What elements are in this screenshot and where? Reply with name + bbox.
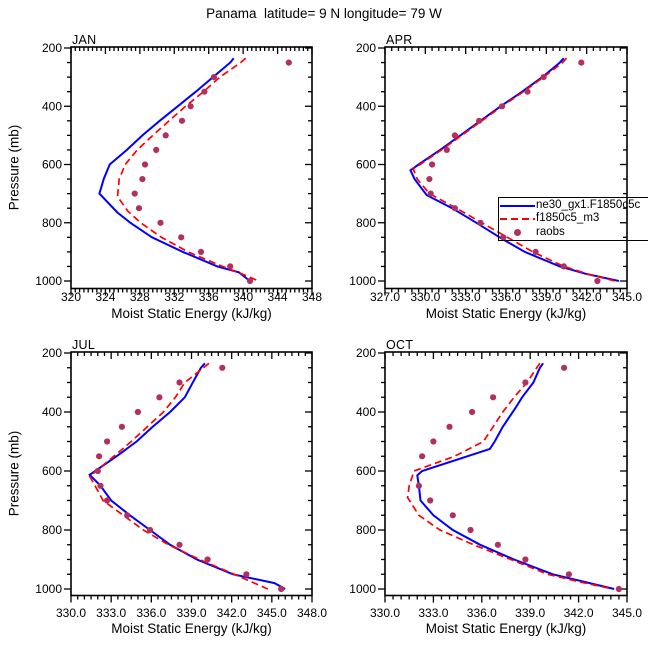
x-axis-title-jan: Moist Static Energy (kJ/kg) — [111, 306, 272, 321]
legend-item: f1850c5_m3 — [499, 212, 648, 225]
svg-text:339.0: 339.0 — [176, 606, 206, 620]
blue-line-swatch — [499, 204, 536, 207]
svg-text:345.0: 345.0 — [612, 606, 642, 620]
svg-text:336.0: 336.0 — [136, 606, 166, 620]
svg-text:400: 400 — [356, 99, 376, 113]
x-axis-title-jul: Moist Static Energy (kJ/kg) — [111, 621, 272, 636]
y-axis-title-bottom-row: Pressure (mb) — [6, 430, 22, 517]
svg-text:348.0: 348.0 — [297, 606, 327, 620]
svg-text:400: 400 — [42, 405, 62, 419]
svg-text:336.0: 336.0 — [491, 290, 521, 304]
svg-text:342.0: 342.0 — [572, 290, 602, 304]
svg-text:600: 600 — [356, 158, 376, 172]
panel-label-oct: OCT — [386, 338, 414, 352]
svg-text:333.0: 333.0 — [96, 606, 126, 620]
legend-label: f1850c5_m3 — [536, 212, 600, 225]
panel-label-jul: JUL — [72, 338, 96, 352]
svg-text:800: 800 — [356, 216, 376, 230]
svg-text:1000: 1000 — [35, 274, 62, 288]
svg-text:332: 332 — [164, 290, 184, 304]
legend-item: raobs — [499, 226, 648, 239]
svg-text:336.0: 336.0 — [467, 606, 497, 620]
svg-text:1000: 1000 — [349, 274, 376, 288]
svg-text:400: 400 — [356, 405, 376, 419]
svg-text:342.0: 342.0 — [217, 606, 247, 620]
svg-text:345.0: 345.0 — [257, 606, 287, 620]
panel-label-apr: APR — [386, 33, 413, 47]
svg-text:1000: 1000 — [349, 582, 376, 596]
svg-text:340: 340 — [233, 290, 253, 304]
svg-text:600: 600 — [356, 464, 376, 478]
svg-text:600: 600 — [42, 158, 62, 172]
svg-text:330.0: 330.0 — [410, 290, 440, 304]
svg-text:800: 800 — [42, 216, 62, 230]
svg-text:400: 400 — [42, 99, 62, 113]
svg-text:339.0: 339.0 — [531, 290, 561, 304]
svg-text:800: 800 — [356, 523, 376, 537]
legend-label: raobs — [536, 225, 565, 238]
svg-text:333.0: 333.0 — [418, 606, 448, 620]
svg-text:330.0: 330.0 — [370, 606, 400, 620]
svg-text:800: 800 — [42, 523, 62, 537]
svg-text:320: 320 — [61, 290, 81, 304]
y-axis-title-top-row: Pressure (mb) — [6, 124, 22, 211]
svg-text:200: 200 — [356, 41, 376, 55]
raobs-dot-swatch — [499, 228, 536, 236]
panel-label-jan: JAN — [72, 33, 97, 47]
red-dashed-line-swatch — [499, 217, 536, 220]
svg-text:600: 600 — [42, 464, 62, 478]
x-axis-title-apr: Moist Static Energy (kJ/kg) — [425, 306, 587, 321]
svg-text:1000: 1000 — [35, 582, 62, 596]
svg-text:344: 344 — [268, 290, 288, 304]
legend-label: ne30_gx1.F1850c5c — [536, 199, 641, 212]
svg-text:330.0: 330.0 — [56, 606, 86, 620]
svg-text:336: 336 — [199, 290, 219, 304]
svg-text:345.0: 345.0 — [612, 290, 642, 304]
legend-item: ne30_gx1.F1850c5c — [499, 199, 648, 212]
svg-text:200: 200 — [42, 346, 62, 360]
svg-text:328: 328 — [130, 290, 150, 304]
x-axis-title-oct: Moist Static Energy (kJ/kg) — [425, 621, 587, 636]
svg-text:348: 348 — [302, 290, 322, 304]
svg-text:339.0: 339.0 — [515, 606, 545, 620]
legend: ne30_gx1.F1850c5c f1850c5_m3 raobs — [498, 197, 648, 241]
svg-text:333.0: 333.0 — [451, 290, 481, 304]
svg-text:327.0: 327.0 — [370, 290, 400, 304]
svg-text:324: 324 — [95, 290, 115, 304]
chart-title: Panama latitude= 9 N longitude= 79 W — [206, 6, 442, 21]
svg-text:200: 200 — [42, 41, 62, 55]
svg-text:342.0: 342.0 — [564, 606, 594, 620]
svg-text:200: 200 — [356, 346, 376, 360]
